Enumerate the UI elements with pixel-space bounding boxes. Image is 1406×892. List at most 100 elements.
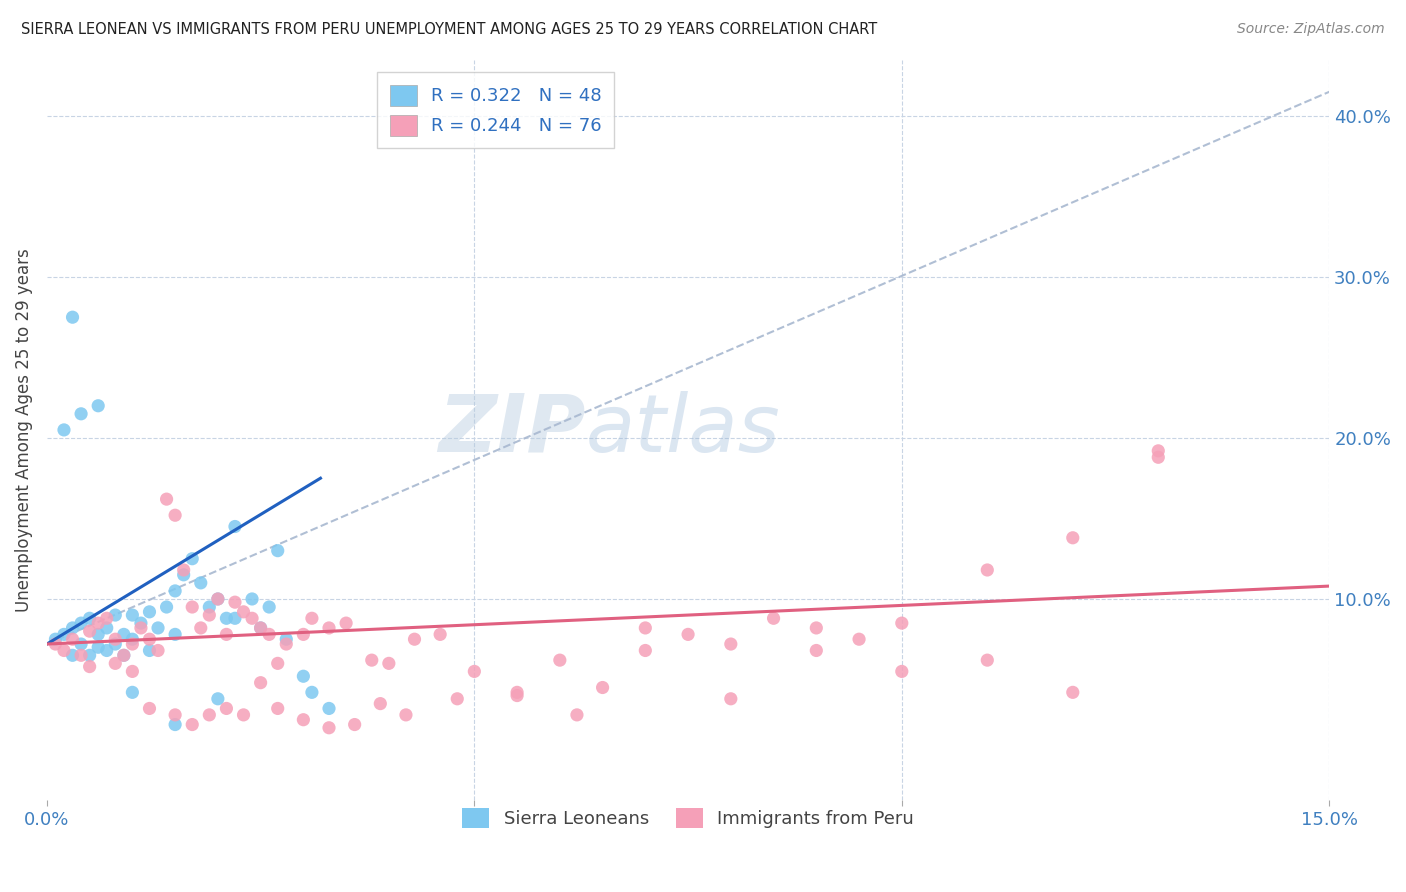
Point	[190, 575, 212, 590]
Point	[87, 399, 110, 413]
Point	[634, 621, 657, 635]
Point	[343, 717, 366, 731]
Point	[121, 608, 143, 623]
Point	[104, 608, 127, 623]
Point	[104, 637, 127, 651]
Point	[96, 611, 118, 625]
Text: atlas: atlas	[585, 391, 780, 469]
Point	[121, 685, 143, 699]
Point	[276, 632, 298, 647]
Point	[173, 567, 195, 582]
Point	[395, 707, 418, 722]
Point	[165, 508, 187, 523]
Point	[165, 707, 187, 722]
Text: SIERRA LEONEAN VS IMMIGRANTS FROM PERU UNEMPLOYMENT AMONG AGES 25 TO 29 YEARS CO: SIERRA LEONEAN VS IMMIGRANTS FROM PERU U…	[21, 22, 877, 37]
Point	[62, 632, 84, 647]
Point	[257, 627, 280, 641]
Point	[146, 621, 169, 635]
Point	[565, 707, 588, 722]
Point	[318, 621, 340, 635]
Point	[181, 551, 204, 566]
Point	[224, 595, 246, 609]
Point	[70, 637, 93, 651]
Point	[301, 685, 323, 699]
Point	[506, 689, 529, 703]
Point	[232, 605, 254, 619]
Point	[198, 707, 221, 722]
Point	[70, 407, 93, 421]
Point	[224, 611, 246, 625]
Point	[155, 492, 177, 507]
Point	[378, 657, 401, 671]
Legend: Sierra Leoneans, Immigrants from Peru: Sierra Leoneans, Immigrants from Peru	[454, 800, 921, 836]
Point	[292, 669, 315, 683]
Point	[112, 648, 135, 663]
Point	[404, 632, 426, 647]
Point	[44, 632, 66, 647]
Point	[1062, 685, 1084, 699]
Point	[79, 648, 101, 663]
Point	[592, 681, 614, 695]
Point	[446, 691, 468, 706]
Point	[276, 637, 298, 651]
Point	[104, 632, 127, 647]
Point	[138, 605, 160, 619]
Point	[138, 701, 160, 715]
Point	[53, 627, 76, 641]
Point	[87, 616, 110, 631]
Point	[267, 701, 290, 715]
Point	[62, 648, 84, 663]
Point	[121, 637, 143, 651]
Point	[890, 665, 912, 679]
Point	[207, 691, 229, 706]
Point	[224, 519, 246, 533]
Point	[70, 648, 93, 663]
Y-axis label: Unemployment Among Ages 25 to 29 years: Unemployment Among Ages 25 to 29 years	[15, 248, 32, 612]
Point	[53, 423, 76, 437]
Point	[249, 621, 271, 635]
Point	[96, 621, 118, 635]
Point	[79, 611, 101, 625]
Point	[463, 665, 485, 679]
Point	[267, 657, 290, 671]
Point	[720, 691, 742, 706]
Point	[368, 697, 391, 711]
Point	[215, 627, 238, 641]
Point	[207, 591, 229, 606]
Point	[146, 643, 169, 657]
Point	[70, 616, 93, 631]
Text: Source: ZipAtlas.com: Source: ZipAtlas.com	[1237, 22, 1385, 37]
Point	[181, 600, 204, 615]
Point	[806, 621, 828, 635]
Point	[165, 583, 187, 598]
Point	[62, 310, 84, 325]
Point	[976, 653, 998, 667]
Point	[138, 643, 160, 657]
Point	[190, 621, 212, 635]
Point	[112, 627, 135, 641]
Point	[240, 591, 263, 606]
Point	[634, 643, 657, 657]
Point	[318, 701, 340, 715]
Point	[44, 637, 66, 651]
Point	[335, 616, 357, 631]
Point	[181, 717, 204, 731]
Point	[173, 563, 195, 577]
Point	[198, 608, 221, 623]
Point	[506, 685, 529, 699]
Point	[806, 643, 828, 657]
Point	[292, 627, 315, 641]
Point	[762, 611, 785, 625]
Point	[87, 640, 110, 655]
Point	[207, 591, 229, 606]
Point	[1147, 443, 1170, 458]
Point	[129, 621, 152, 635]
Point	[1062, 531, 1084, 545]
Point	[155, 600, 177, 615]
Point	[112, 648, 135, 663]
Point	[53, 643, 76, 657]
Point	[257, 600, 280, 615]
Point	[215, 701, 238, 715]
Point	[121, 632, 143, 647]
Point	[129, 616, 152, 631]
